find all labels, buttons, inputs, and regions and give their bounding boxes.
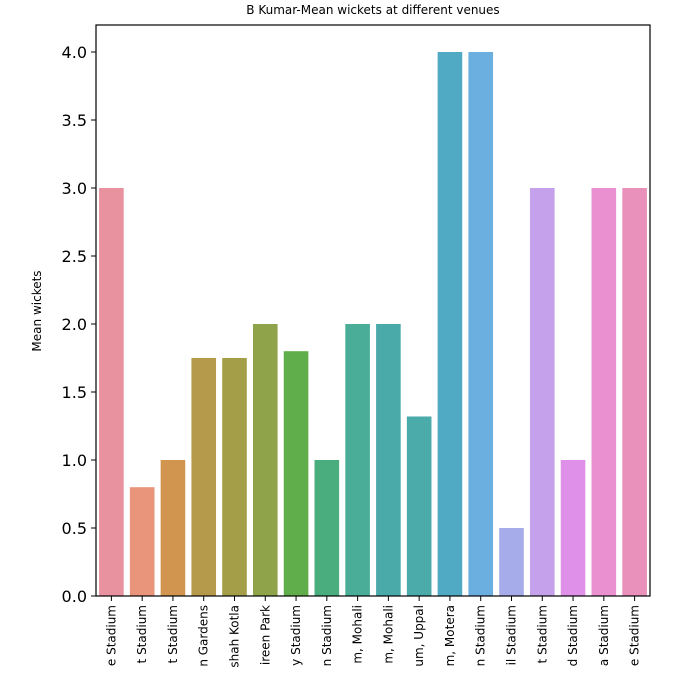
bar — [99, 188, 124, 596]
bar — [591, 188, 617, 596]
bar — [499, 528, 524, 596]
x-tick-label: t Stadium — [535, 605, 549, 663]
y-tick-label: 2.5 — [62, 247, 87, 266]
x-tick-label: t Stadium — [166, 605, 180, 663]
x-tick-label: t Stadium — [135, 605, 149, 663]
bar — [191, 358, 217, 596]
bar — [129, 487, 155, 596]
x-tick-label: um, Uppal — [412, 605, 426, 667]
x-tick-label: m, Motera — [443, 605, 457, 666]
x-tick-label: e Stadium — [628, 605, 642, 666]
x-tick-label: e Stadium — [104, 605, 118, 666]
x-tick-label: a Stadium — [597, 605, 611, 666]
y-tick-label: 2.0 — [62, 315, 87, 334]
y-axis: 0.0 0.5 1.0 1.5 2.0 2.5 3.0 3.5 4.0 — [62, 43, 96, 606]
bar — [529, 188, 555, 596]
bars-group — [99, 52, 647, 596]
x-tick-label: n Stadium — [474, 605, 488, 666]
y-tick-label: 0.0 — [62, 587, 87, 606]
bar — [376, 324, 401, 596]
bar — [622, 188, 647, 596]
x-tick-label: shah Kotla — [228, 605, 242, 668]
y-tick-label: 4.0 — [62, 43, 87, 62]
chart-title: B Kumar-Mean wickets at different venues — [246, 3, 499, 17]
y-tick-label: 3.0 — [62, 179, 87, 198]
bar — [252, 324, 278, 596]
x-tick-label: y Stadium — [289, 605, 303, 666]
bar — [283, 351, 309, 596]
x-tick-label: n Stadium — [320, 605, 334, 666]
bar — [468, 52, 494, 596]
bar — [345, 324, 370, 596]
x-tick-label: m, Mohali — [381, 605, 395, 664]
bar — [160, 460, 186, 596]
x-axis: e Stadium t Stadium t Stadium n Gardens shah… — [104, 596, 642, 668]
x-tick-label: n Gardens — [197, 605, 211, 667]
x-tick-label: ireen Park — [258, 605, 272, 665]
y-tick-label: 3.5 — [62, 111, 87, 130]
bar — [560, 460, 586, 596]
x-tick-label: il Stadium — [505, 605, 519, 665]
y-tick-label: 1.5 — [62, 383, 87, 402]
plot-frame — [95, 24, 651, 597]
bar — [406, 416, 432, 596]
y-axis-label: Mean wickets — [30, 270, 44, 351]
bar — [437, 52, 463, 596]
y-tick-label: 1.0 — [62, 451, 87, 470]
y-tick-label: 0.5 — [62, 519, 87, 538]
x-tick-label: d Stadium — [566, 605, 580, 666]
x-tick-label: m, Mohali — [351, 605, 365, 664]
bar — [222, 358, 247, 596]
bar — [314, 460, 340, 596]
